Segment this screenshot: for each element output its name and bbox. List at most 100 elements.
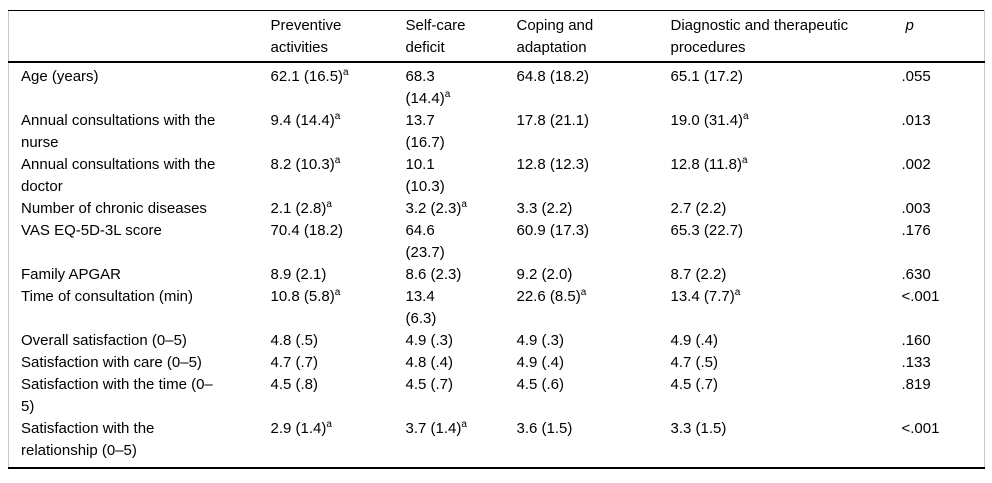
column-header-empty [8, 10, 271, 63]
data-cell: 60.9 (17.3) [516, 222, 590, 239]
data-cell: 9.4 (14.4)a [270, 111, 341, 130]
row-label: Annual consultations with the nurse [21, 112, 216, 151]
data-cell: 2.1 (2.8)a [270, 199, 332, 218]
column-header: Coping and adaptation [516, 10, 671, 63]
data-cell: 13.7 (16.7) [405, 112, 445, 151]
row-label: Satisfaction with the time (0– 5) [21, 376, 213, 415]
data-cell: 64.6 (23.7) [405, 222, 445, 261]
table-row: Annual consultations with the doctor 8.2 … [9, 154, 985, 198]
header-row: Preventive activities Self-care deficit Co… [8, 10, 985, 63]
data-cell: 4.5 (.7) [670, 376, 719, 393]
data-cell: 4.9 (.3) [516, 332, 565, 349]
column-header: Diagnostic and therapeutic procedures [670, 10, 902, 63]
table-header: Preventive activities Self-care deficit Co… [8, 10, 985, 63]
data-cell: 8.6 (2.3) [405, 266, 462, 283]
data-cell: 4.9 (.4) [516, 354, 565, 371]
superscript-marker: a [326, 419, 332, 430]
data-cell: 12.8 (11.8)a [670, 155, 748, 174]
table-row: Annual consultations with the nurse 9.4 (… [9, 110, 985, 154]
p-value-cell: .819 [901, 376, 931, 393]
table-row: Overall satisfaction (0–5) 4.8 (.5) 4.9 (.… [9, 330, 985, 352]
data-cell: 12.8 (12.3) [516, 156, 590, 173]
p-value-cell: <.001 [901, 420, 940, 437]
superscript-marker: a [343, 67, 349, 78]
p-value-cell: .055 [901, 68, 931, 85]
data-cell: 10.1 (10.3) [405, 156, 445, 195]
column-header: p [901, 10, 985, 63]
table-row: Number of chronic diseases 2.1 (2.8)a 3.2 … [9, 198, 985, 220]
superscript-marker: a [444, 89, 451, 100]
table-body: Age (years) 62.1 (16.5)a 68.3 (14.4)a 64.8 … [9, 62, 985, 468]
data-cell: 4.8 (.4) [405, 354, 454, 371]
row-label: Satisfaction with the relationship (0–5) [21, 420, 155, 459]
data-cell: 4.7 (.7) [270, 354, 319, 371]
data-cell: 19.0 (31.4)a [670, 111, 749, 130]
data-cell: 9.2 (2.0) [516, 266, 573, 283]
data-cell: 4.9 (.4) [670, 332, 719, 349]
table-row: Satisfaction with care (0–5) 4.7 (.7) 4.8 … [9, 352, 985, 374]
superscript-marker: a [743, 111, 749, 122]
data-cell: 65.3 (22.7) [670, 222, 744, 239]
p-value-cell: .160 [901, 332, 931, 349]
p-value-cell: .176 [901, 222, 931, 239]
data-cell: 2.7 (2.2) [670, 200, 727, 217]
data-cell: 3.3 (2.2) [516, 200, 573, 217]
data-cell: 13.4 (6.3) [405, 288, 437, 327]
p-value-cell: .630 [901, 266, 931, 283]
data-cell: 3.3 (1.5) [670, 420, 727, 437]
table-row: Family APGAR 8.9 (2.1) 8.6 (2.3) 9.2 (2.0) 8… [9, 264, 985, 286]
row-label: VAS EQ-5D-3L score [21, 222, 162, 239]
p-value-cell: .002 [901, 156, 931, 173]
row-label: Annual consultations with the doctor [21, 156, 216, 195]
table-row: Satisfaction with the relationship (0–5)… [9, 418, 985, 468]
table-row: VAS EQ-5D-3L score 70.4 (18.2) 64.6 (23.7)… [9, 220, 985, 264]
data-cell: 8.7 (2.2) [670, 266, 727, 283]
p-value-cell: <.001 [901, 288, 940, 305]
data-cell: 17.8 (21.1) [516, 112, 590, 129]
data-cell: 8.2 (10.3)a [270, 155, 341, 174]
superscript-marker: a [734, 287, 741, 298]
data-cell: 4.7 (.5) [670, 354, 719, 371]
data-cell: 22.6 (8.5)a [516, 287, 587, 306]
p-value-cell: .133 [901, 354, 931, 371]
data-cell: 10.8 (5.8)a [270, 287, 341, 306]
data-cell: 2.9 (1.4)a [270, 419, 332, 438]
data-cell: 65.1 (17.2) [670, 68, 744, 85]
data-cell: 64.8 (18.2) [516, 68, 590, 85]
column-header: Self-care deficit [405, 10, 517, 63]
row-label: Family APGAR [21, 266, 122, 283]
superscript-marker: a [461, 419, 467, 430]
data-cell: 4.5 (.8) [270, 376, 319, 393]
data-cell: 4.5 (.6) [516, 376, 565, 393]
superscript-marker: a [334, 111, 341, 122]
table-row: Age (years) 62.1 (16.5)a 68.3 (14.4)a 64.8 … [9, 62, 985, 110]
column-header: Preventive activities [270, 10, 406, 63]
superscript-marker: a [334, 287, 341, 298]
row-label: Time of consultation (min) [21, 288, 194, 305]
row-label: Age (years) [21, 68, 99, 85]
data-cell: 4.9 (.3) [405, 332, 454, 349]
data-cell: 70.4 (18.2) [270, 222, 344, 239]
data-cell: 8.9 (2.1) [270, 266, 327, 283]
superscript-marker: a [580, 287, 587, 298]
table-row: Satisfaction with the time (0– 5) 4.5 (.8… [9, 374, 985, 418]
superscript-marker: a [461, 199, 467, 210]
table-row: Time of consultation (min) 10.8 (5.8)a 13.… [9, 286, 985, 330]
data-cell: 4.5 (.7) [405, 376, 454, 393]
superscript-marker: a [326, 199, 332, 210]
data-cell: 3.2 (2.3)a [405, 199, 467, 218]
p-value-cell: .013 [901, 112, 931, 129]
data-cell: 4.8 (.5) [270, 332, 319, 349]
data-cell: 62.1 (16.5)a [270, 67, 349, 86]
data-cell: 68.3 (14.4)a [405, 68, 451, 107]
data-cell: 3.7 (1.4)a [405, 419, 467, 438]
data-cell: 3.6 (1.5) [516, 420, 573, 437]
row-label: Satisfaction with care (0–5) [21, 354, 202, 371]
superscript-marker: a [334, 155, 341, 166]
superscript-marker: a [741, 155, 748, 166]
row-label: Number of chronic diseases [21, 200, 207, 217]
results-table: Preventive activities Self-care deficit Co… [8, 10, 985, 469]
p-value-cell: .003 [901, 200, 931, 217]
row-label: Overall satisfaction (0–5) [21, 332, 187, 349]
